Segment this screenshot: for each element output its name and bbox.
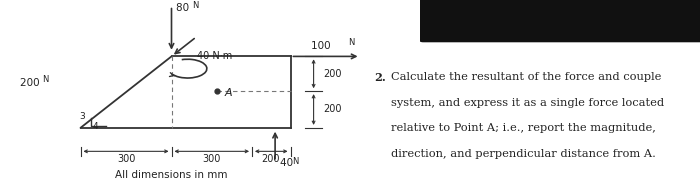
Text: N: N [293,157,299,166]
Text: 100: 100 [311,41,333,51]
Text: Calculate the resultant of the force and couple: Calculate the resultant of the force and… [391,72,661,82]
Text: All dimensions in mm: All dimensions in mm [116,170,228,180]
Text: N: N [42,75,48,84]
Text: $A$: $A$ [224,86,233,98]
Text: N: N [349,38,355,47]
Text: 300: 300 [117,154,135,164]
Text: 40: 40 [280,158,296,168]
Text: 3: 3 [80,112,85,121]
Text: 40 N·m: 40 N·m [197,51,232,61]
Text: 200: 200 [20,77,43,88]
FancyBboxPatch shape [420,0,700,42]
Text: 200: 200 [323,69,342,79]
Text: 80: 80 [176,3,193,13]
Text: relative to Point A; i.e., report the magnitude,: relative to Point A; i.e., report the ma… [391,123,655,133]
Text: N: N [192,1,198,10]
Text: 300: 300 [202,154,220,164]
Text: direction, and perpendicular distance from A.: direction, and perpendicular distance fr… [391,149,655,158]
Text: system, and express it as a single force located: system, and express it as a single force… [391,98,664,108]
Text: 2.: 2. [374,72,386,83]
Text: 4: 4 [92,122,98,131]
Text: 200: 200 [262,154,280,164]
Text: 200: 200 [323,104,342,114]
